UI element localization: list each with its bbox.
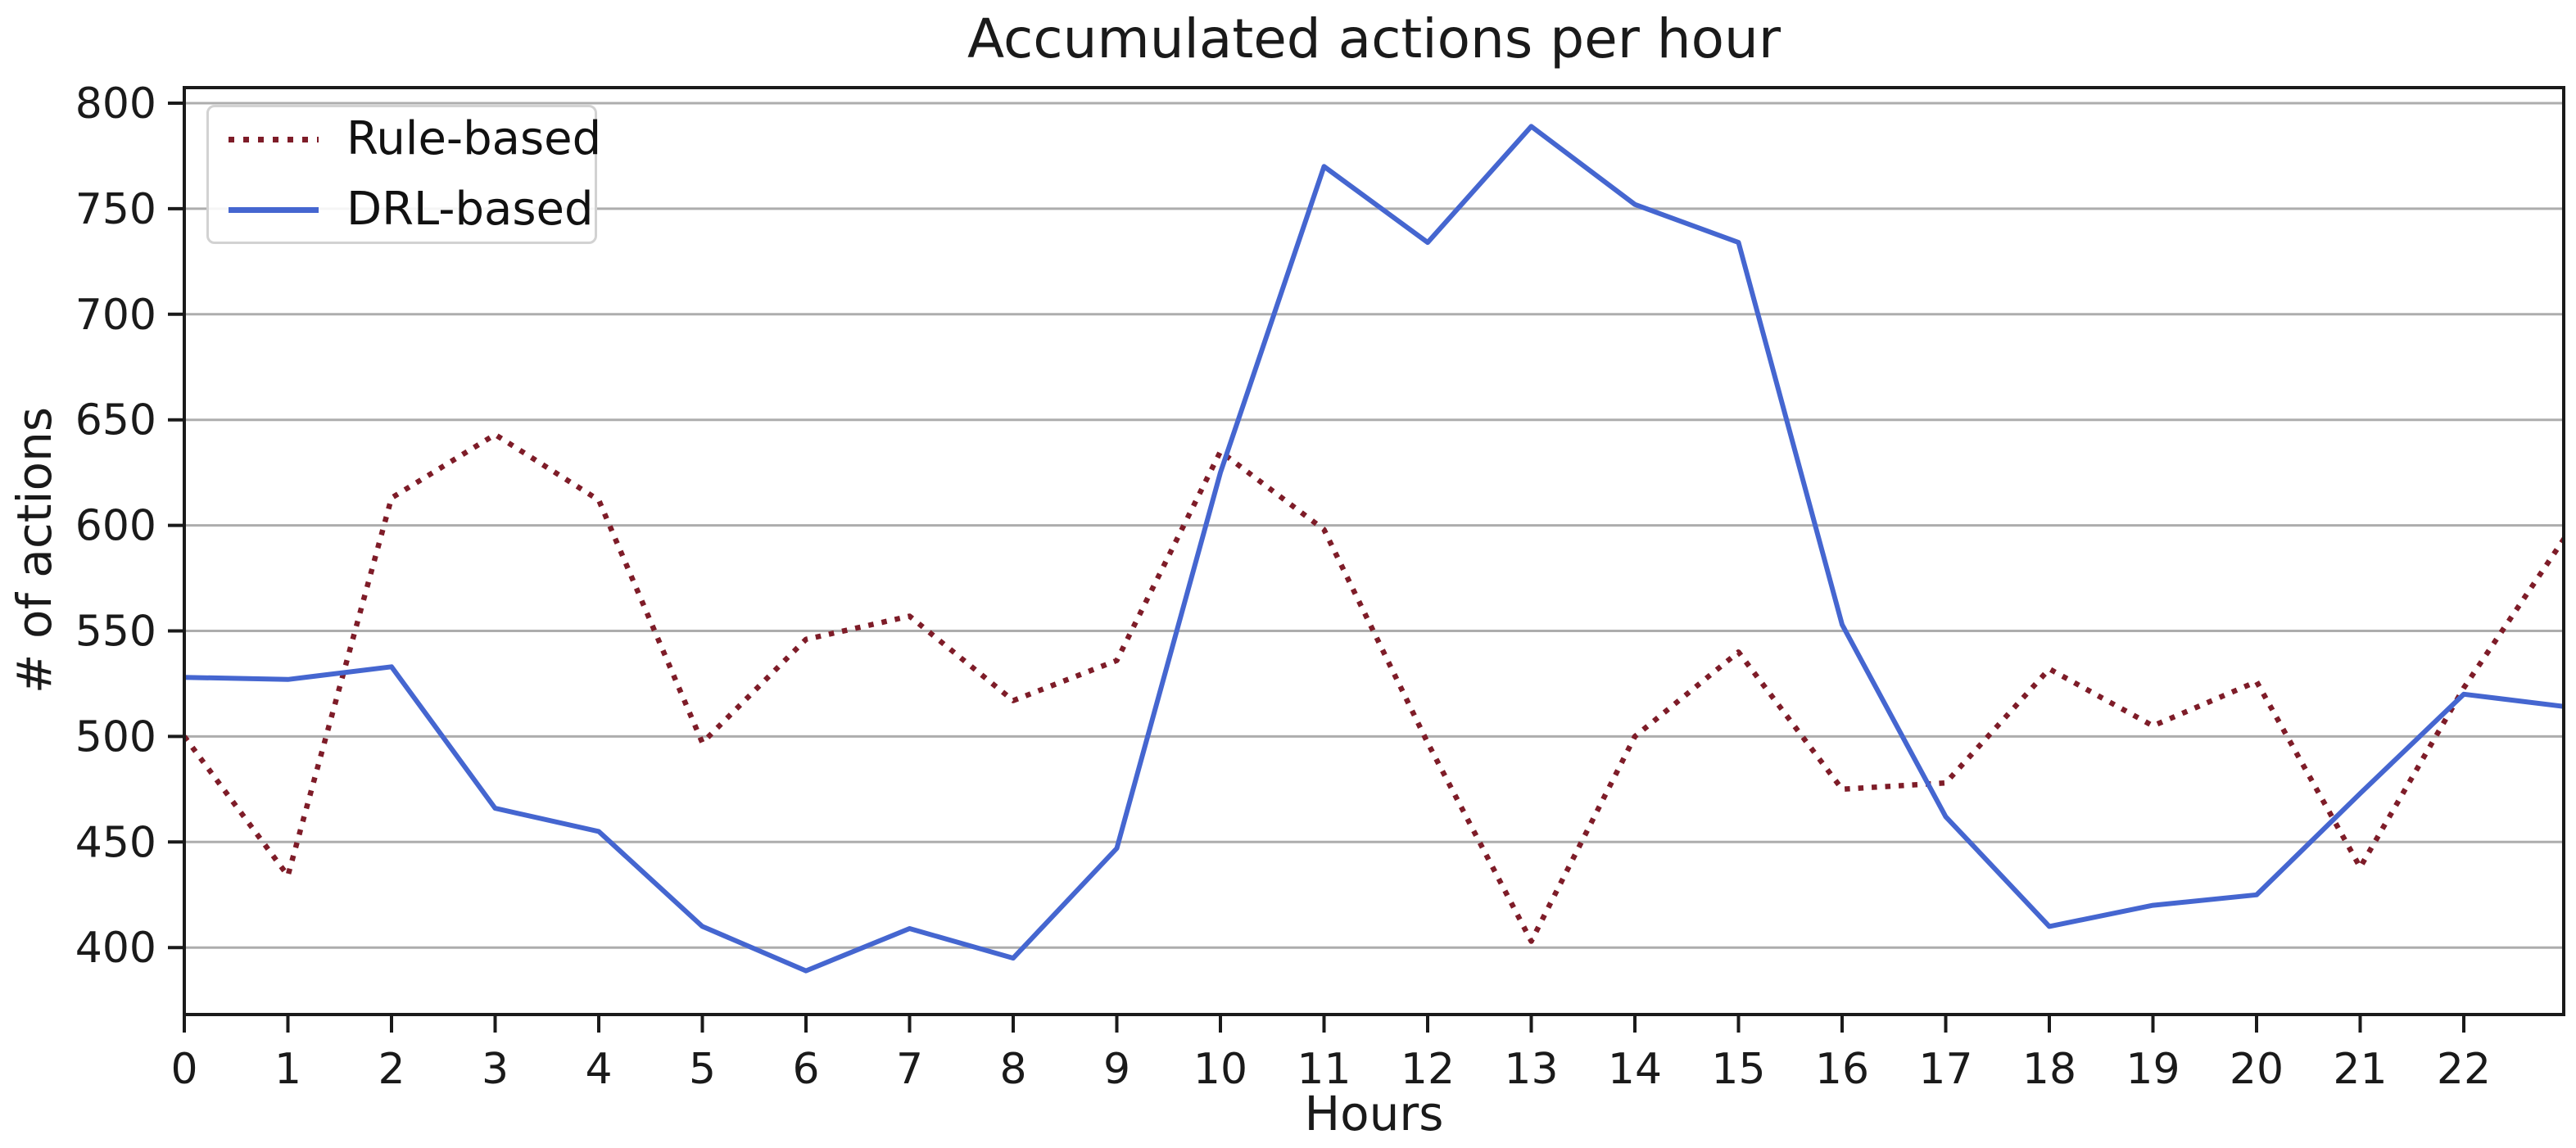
- x-tick-label-11: 11: [1297, 1045, 1351, 1094]
- x-tick-label-7: 7: [896, 1045, 923, 1094]
- legend-item-drl-based: DRL-based: [229, 187, 594, 233]
- x-tick-label-22: 22: [2437, 1045, 2491, 1094]
- x-tick-label-6: 6: [792, 1045, 819, 1094]
- rule-based-dotted-line-sample: [229, 136, 319, 142]
- y-tick-label-550: 550: [75, 608, 156, 657]
- legend-label-drl-based: DRL-based: [346, 183, 594, 236]
- x-tick-label-9: 9: [1103, 1045, 1130, 1094]
- x-axis-label: Hours: [1304, 1086, 1444, 1141]
- drl-based-solid-line-sample: [229, 206, 319, 213]
- y-tick-label-500: 500: [75, 712, 156, 762]
- series-group: [184, 124, 2564, 974]
- x-tick-label-15: 15: [1711, 1045, 1765, 1094]
- x-tick-label-19: 19: [2126, 1045, 2180, 1094]
- y-tick-label-750: 750: [75, 185, 156, 234]
- x-tick-label-4: 4: [585, 1045, 612, 1094]
- x-tick-label-10: 10: [1193, 1045, 1247, 1094]
- legend: Rule-based DRL-based: [206, 105, 601, 244]
- x-tick-label-14: 14: [1608, 1045, 1662, 1094]
- x-tick-label-8: 8: [999, 1045, 1026, 1094]
- x-tick-label-13: 13: [1504, 1045, 1558, 1094]
- x-tick-label-3: 3: [482, 1045, 509, 1094]
- y-tick-label-650: 650: [75, 396, 156, 445]
- tick-marks: [168, 102, 2465, 1033]
- x-tick-label-2: 2: [378, 1045, 405, 1094]
- gridlines: [184, 102, 2564, 949]
- x-tick-label-21: 21: [2333, 1045, 2387, 1094]
- legend-item-rule-based: Rule-based: [229, 116, 601, 162]
- x-tick-label-1: 1: [274, 1045, 301, 1094]
- axes-frame: [183, 86, 2565, 1016]
- x-tick-label-5: 5: [689, 1045, 716, 1094]
- series-line-drl-based: [184, 124, 2564, 974]
- y-tick-label-400: 400: [75, 924, 156, 973]
- x-tick-label-17: 17: [1918, 1045, 1972, 1094]
- x-tick-label-18: 18: [2022, 1045, 2076, 1094]
- y-tick-label-600: 600: [75, 502, 156, 551]
- x-tick-label-0: 0: [170, 1045, 197, 1094]
- y-tick-label-700: 700: [75, 291, 156, 340]
- chart-title: Accumulated actions per hour: [967, 7, 1781, 70]
- series-line-rule-based: [184, 432, 2564, 944]
- y-tick-label-800: 800: [75, 79, 156, 129]
- y-axis-label: # of actions: [7, 406, 62, 694]
- x-tick-label-16: 16: [1815, 1045, 1869, 1094]
- x-tick-label-20: 20: [2230, 1045, 2284, 1094]
- legend-label-rule-based: Rule-based: [346, 112, 602, 165]
- x-tick-label-12: 12: [1401, 1045, 1455, 1094]
- y-tick-label-450: 450: [75, 818, 156, 867]
